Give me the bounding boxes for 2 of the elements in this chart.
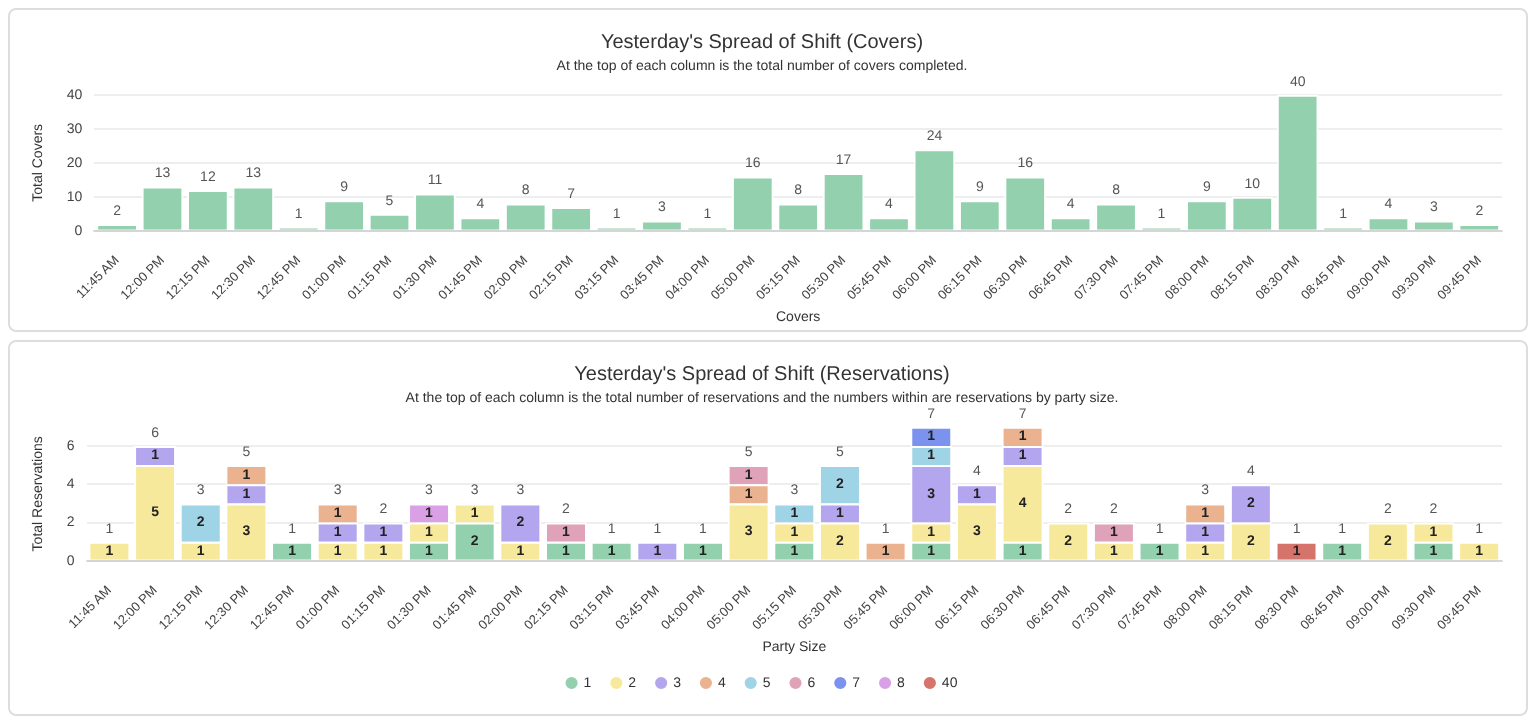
chart-title: Yesterday's Spread of Shift (Covers) xyxy=(600,31,924,54)
chart-title: Yesterday's Spread of Shift (Reservations) xyxy=(574,363,950,386)
